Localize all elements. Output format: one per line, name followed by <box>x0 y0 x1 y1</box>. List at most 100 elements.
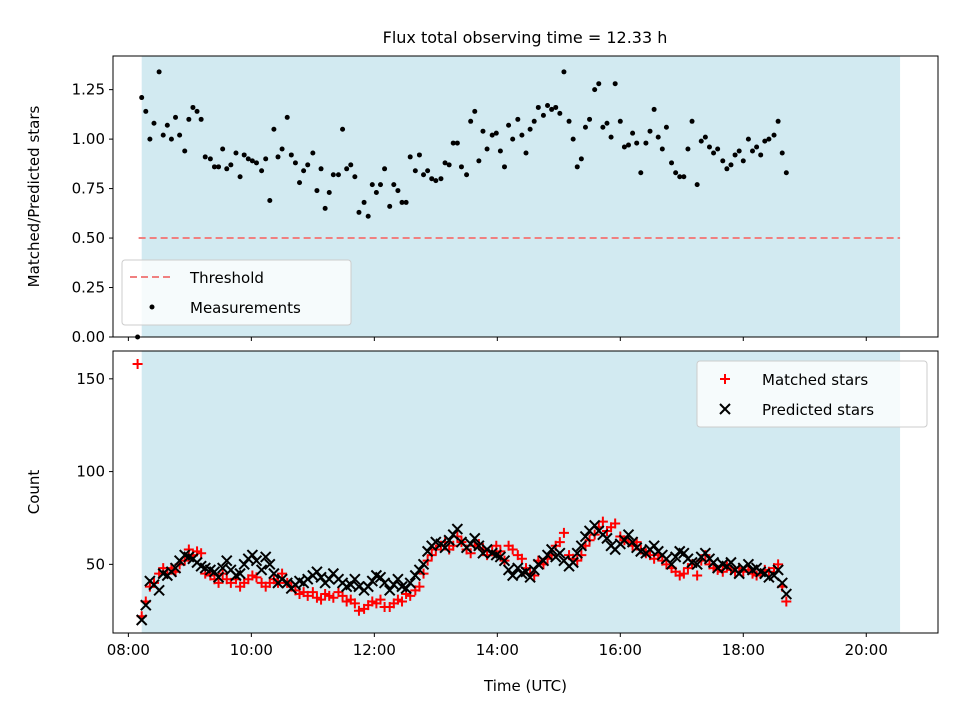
data-point <box>365 213 371 219</box>
y-tick-label: 0.25 <box>72 279 105 297</box>
data-point <box>691 558 703 571</box>
data-point <box>292 160 298 166</box>
x-tick-label: 20:00 <box>845 641 888 659</box>
data-point <box>736 148 742 154</box>
data-point <box>678 568 689 579</box>
data-point <box>391 182 397 188</box>
data-point <box>498 554 511 567</box>
data-point <box>395 188 401 194</box>
data-point <box>443 534 455 546</box>
data-point <box>348 162 354 168</box>
x-axis-label: Time (UTC) <box>483 677 567 695</box>
data-point <box>255 564 268 576</box>
star-count-panel: 50 100 150 08:00 10:00 12:00 14:00 16:00 18:00 20… <box>25 350 939 695</box>
data-point <box>519 132 525 138</box>
x-tick-label: 10:00 <box>230 641 273 659</box>
data-point <box>516 553 527 564</box>
data-point <box>151 120 157 126</box>
data-point <box>512 562 524 574</box>
y-tick-label: 150 <box>76 370 105 388</box>
data-point <box>284 114 290 120</box>
series-predicted-stars <box>135 519 793 626</box>
data-point <box>745 136 751 142</box>
data-point <box>259 551 272 563</box>
data-point <box>318 166 324 172</box>
data-point <box>773 559 784 570</box>
data-point <box>311 566 323 578</box>
data-point <box>706 144 712 150</box>
x-tick-label: 14:00 <box>476 641 519 659</box>
data-point <box>190 104 196 110</box>
data-point <box>570 136 576 142</box>
data-point <box>634 140 640 146</box>
data-point <box>407 154 413 160</box>
data-point <box>399 199 405 205</box>
data-point <box>263 156 269 162</box>
data-point <box>442 160 448 166</box>
data-point <box>400 582 412 595</box>
data-point <box>677 174 683 180</box>
data-point <box>344 166 350 172</box>
series-measurements <box>135 69 789 340</box>
data-point <box>439 541 451 554</box>
axes-frame <box>112 55 939 338</box>
data-point <box>626 536 639 548</box>
data-point <box>685 146 691 152</box>
data-point <box>421 172 427 178</box>
data-point <box>528 564 540 576</box>
data-point <box>208 566 221 578</box>
data-point <box>288 152 294 158</box>
data-point <box>531 118 537 124</box>
data-point <box>378 577 391 589</box>
data-point <box>725 556 737 569</box>
data-point <box>397 596 408 607</box>
data-point <box>493 130 499 136</box>
data-point <box>587 116 593 122</box>
data-point <box>305 162 311 168</box>
data-point <box>717 566 728 577</box>
data-point <box>510 136 516 142</box>
data-point <box>473 538 484 549</box>
data-point <box>689 118 695 124</box>
data-point <box>267 197 273 203</box>
data-point <box>561 69 567 75</box>
legend-measurements-swatch <box>149 304 155 310</box>
data-point <box>221 554 233 567</box>
data-point <box>601 532 613 545</box>
data-point <box>356 209 362 215</box>
data-point <box>612 81 618 87</box>
data-point <box>323 573 335 585</box>
data-point <box>234 567 246 580</box>
data-point <box>687 559 698 570</box>
data-point <box>468 118 474 124</box>
data-point <box>524 571 536 584</box>
data-point <box>578 156 584 162</box>
data-point <box>211 164 217 170</box>
data-point <box>238 558 250 571</box>
data-point <box>775 118 781 124</box>
data-point <box>557 110 563 116</box>
data-point <box>501 164 507 170</box>
data-point <box>387 203 393 209</box>
data-point <box>464 538 477 550</box>
data-point <box>469 532 481 545</box>
data-point <box>259 168 265 174</box>
data-point <box>241 152 247 158</box>
data-point <box>545 543 558 556</box>
flux-ratio-panel: 0.00 0.25 0.50 0.75 1.00 1.25 Matched/Predicte… <box>25 55 939 346</box>
data-point <box>156 69 162 75</box>
data-point <box>268 567 280 580</box>
data-point <box>302 590 313 601</box>
data-point <box>173 114 179 120</box>
data-point <box>780 588 793 600</box>
data-point <box>382 166 388 172</box>
data-point <box>279 146 285 152</box>
legend-threshold-label: Threshold <box>189 269 264 287</box>
data-point <box>361 199 367 205</box>
y-tick-label: 0.50 <box>72 229 105 247</box>
data-point <box>417 558 430 571</box>
data-point <box>638 170 644 176</box>
data-point <box>375 594 386 605</box>
y-tick-label: 1.00 <box>72 130 105 148</box>
data-point <box>216 164 222 170</box>
